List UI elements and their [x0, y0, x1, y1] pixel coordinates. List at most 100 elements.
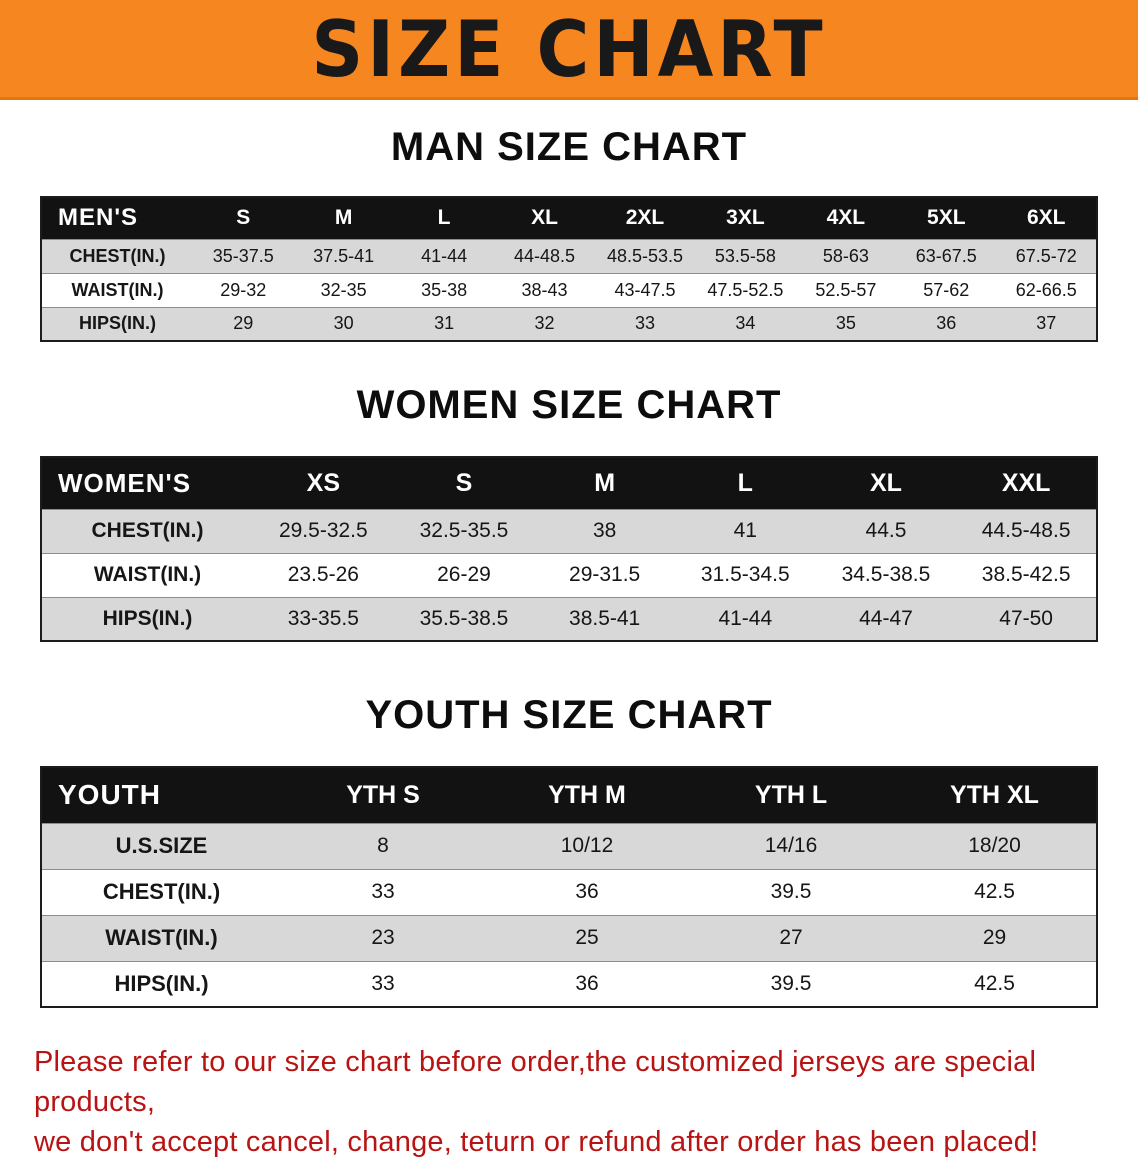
measurement-row: HIPS(IN.) 33 36 39.5 42.5: [41, 960, 1097, 1007]
size-value-cell: 34: [695, 306, 796, 341]
size-value-cell: 57-62: [896, 272, 997, 307]
size-value-cell: 63-67.5: [896, 238, 997, 273]
size-value-cell: 41-44: [674, 596, 816, 641]
size-column-header: S: [193, 197, 294, 239]
size-value-cell: 29-32: [193, 272, 294, 307]
size-value-cell: 32: [494, 306, 595, 341]
size-column-header: XL: [815, 457, 957, 509]
table-corner-label: MEN'S: [41, 197, 193, 239]
size-value-cell: 67.5-72: [996, 238, 1097, 273]
size-value-cell: 18/20: [893, 822, 1097, 869]
size-value-cell: 53.5-58: [695, 238, 796, 273]
size-value-cell: 42.5: [893, 868, 1097, 915]
table-corner-label: YOUTH: [41, 767, 281, 823]
row-label: CHEST(IN.): [41, 238, 193, 273]
women-size-chart-heading: WOMEN SIZE CHART: [356, 383, 782, 427]
size-column-header: XL: [494, 197, 595, 239]
size-column-header: XS: [253, 457, 394, 509]
disclaimer-text: Please refer to our size chart before or…: [34, 1042, 1104, 1162]
row-label: WAIST(IN.): [41, 272, 193, 307]
size-value-cell: 31.5-34.5: [674, 552, 816, 597]
size-value-cell: 14/16: [689, 822, 893, 869]
disclaimer-line-2: we don't accept cancel, change, teturn o…: [34, 1126, 1039, 1159]
row-label: HIPS(IN.): [41, 960, 281, 1007]
size-column-header: XXL: [956, 457, 1097, 509]
table-corner-label: WOMEN'S: [41, 457, 253, 509]
size-chart-title: SIZE CHART: [311, 3, 827, 94]
size-value-cell: 44-48.5: [494, 238, 595, 273]
size-value-cell: 38.5-42.5: [956, 552, 1097, 597]
men-size-table: MEN'S S M L XL 2XL 3XL 4XL 5XL 6XL CHEST(IN.) 35-37…: [40, 196, 1098, 342]
size-value-cell: 39.5: [689, 960, 893, 1007]
size-value-cell: 36: [485, 960, 689, 1007]
disclaimer-line-1: Please refer to our size chart before or…: [34, 1046, 1037, 1119]
measurement-row: WAIST(IN.) 29-32 32-35 35-38 38-43 43-47.5 47.…: [41, 272, 1097, 307]
size-value-cell: 41: [674, 508, 816, 553]
man-size-chart-section: MAN SIZE CHART MEN'S S M L XL 2XL 3XL 4XL 5XL 6XL…: [0, 124, 1138, 342]
size-value-cell: 30: [293, 306, 394, 341]
size-value-cell: 48.5-53.5: [594, 238, 696, 273]
size-column-header: 2XL: [594, 197, 696, 239]
size-value-cell: 29-31.5: [534, 552, 675, 597]
size-value-cell: 41-44: [393, 238, 495, 273]
size-column-header: 4XL: [795, 197, 897, 239]
row-label: U.S.SIZE: [41, 822, 281, 869]
youth-size-table: YOUTH YTH S YTH M YTH L YTH XL U.S.SIZE 8 10/12…: [40, 766, 1098, 1008]
size-value-cell: 58-63: [795, 238, 897, 273]
size-value-cell: 23.5-26: [253, 552, 394, 597]
size-column-header: S: [393, 457, 535, 509]
size-value-cell: 31: [393, 306, 495, 341]
size-value-cell: 37: [996, 306, 1097, 341]
size-value-cell: 33-35.5: [253, 596, 394, 641]
size-value-cell: 33: [281, 868, 485, 915]
row-label: CHEST(IN.): [41, 508, 253, 553]
size-column-header: 6XL: [996, 197, 1097, 239]
size-value-cell: 23: [281, 914, 485, 961]
measurement-row: CHEST(IN.) 35-37.5 37.5-41 41-44 44-48.5 48.5…: [41, 238, 1097, 273]
size-column-header: 5XL: [896, 197, 997, 239]
size-header-row: MEN'S S M L XL 2XL 3XL 4XL 5XL 6XL: [41, 197, 1097, 239]
size-value-cell: 38-43: [494, 272, 595, 307]
size-value-cell: 38.5-41: [534, 596, 675, 641]
size-value-cell: 47.5-52.5: [695, 272, 796, 307]
size-value-cell: 35: [795, 306, 897, 341]
size-value-cell: 47-50: [956, 596, 1097, 641]
size-value-cell: 8: [281, 822, 485, 869]
size-chart-banner: SIZE CHART: [0, 0, 1138, 100]
measurement-row: HIPS(IN.) 29 30 31 32 33 34 35 36 37: [41, 306, 1097, 341]
size-value-cell: 33: [594, 306, 696, 341]
measurement-row: WAIST(IN.) 23.5-26 26-29 29-31.5 31.5-34.5 34…: [41, 552, 1097, 597]
women-size-chart-section: WOMEN SIZE CHART WOMEN'S XS S M L XL XXL CHEST(…: [0, 382, 1138, 642]
row-label: CHEST(IN.): [41, 868, 281, 915]
size-column-header: L: [393, 197, 495, 239]
size-value-cell: 37.5-41: [293, 238, 394, 273]
size-value-cell: 44.5-48.5: [956, 508, 1097, 553]
women-size-table: WOMEN'S XS S M L XL XXL CHEST(IN.) 29.5-32.5 32.5…: [40, 456, 1098, 642]
measurement-row: HIPS(IN.) 33-35.5 35.5-38.5 38.5-41 41-44 44-…: [41, 596, 1097, 641]
size-header-row: YOUTH YTH S YTH M YTH L YTH XL: [41, 767, 1097, 823]
size-value-cell: 44-47: [815, 596, 957, 641]
size-value-cell: 25: [485, 914, 689, 961]
size-value-cell: 39.5: [689, 868, 893, 915]
size-column-header: L: [674, 457, 816, 509]
size-value-cell: 35-37.5: [193, 238, 294, 273]
size-value-cell: 52.5-57: [795, 272, 897, 307]
size-column-header: YTH S: [281, 767, 485, 823]
size-value-cell: 29: [893, 914, 1097, 961]
size-value-cell: 35.5-38.5: [393, 596, 535, 641]
size-value-cell: 62-66.5: [996, 272, 1097, 307]
size-value-cell: 42.5: [893, 960, 1097, 1007]
size-column-header: M: [293, 197, 394, 239]
size-value-cell: 26-29: [393, 552, 535, 597]
measurement-row: CHEST(IN.) 29.5-32.5 32.5-35.5 38 41 44.5 44.5…: [41, 508, 1097, 553]
size-column-header: YTH L: [689, 767, 893, 823]
size-value-cell: 38: [534, 508, 675, 553]
measurement-row: U.S.SIZE 8 10/12 14/16 18/20: [41, 822, 1097, 869]
measurement-row: CHEST(IN.) 33 36 39.5 42.5: [41, 868, 1097, 915]
size-value-cell: 36: [896, 306, 997, 341]
size-column-header: YTH XL: [893, 767, 1097, 823]
man-size-chart-heading: MAN SIZE CHART: [390, 125, 748, 169]
size-column-header: YTH M: [485, 767, 689, 823]
size-value-cell: 34.5-38.5: [815, 552, 957, 597]
size-value-cell: 10/12: [485, 822, 689, 869]
